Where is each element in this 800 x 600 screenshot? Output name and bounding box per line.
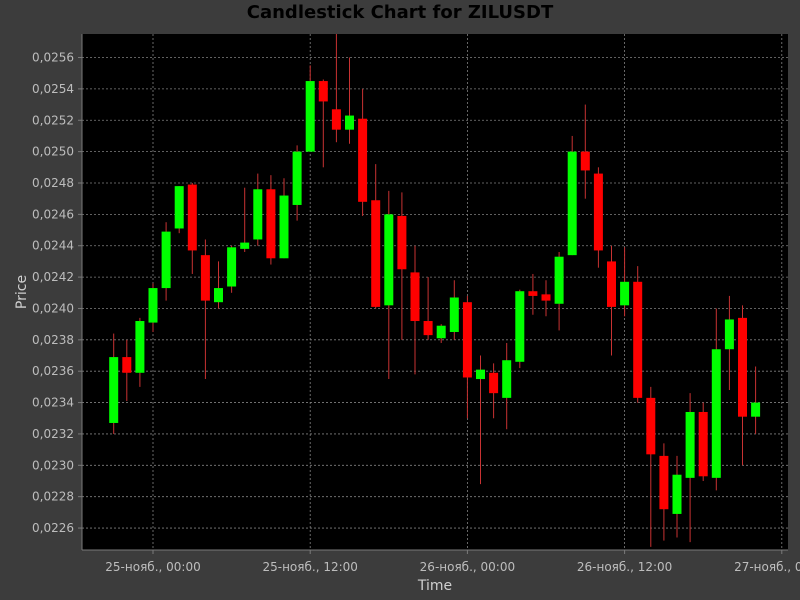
candle-body-up	[109, 357, 119, 423]
y-tick-label: 0,0234	[32, 396, 74, 410]
candle-body-up	[161, 231, 171, 289]
candle-body-down	[607, 261, 616, 307]
x-axis-label: Time	[417, 578, 452, 594]
candle-body-down	[580, 151, 590, 171]
candle-body-down	[646, 397, 656, 455]
candle-body-up	[174, 186, 184, 229]
y-tick-label: 0,0256	[32, 51, 74, 65]
candle-body-up	[253, 189, 263, 240]
candle-body-down	[331, 109, 341, 130]
candle-body-down	[122, 357, 132, 373]
candle-body-down	[528, 291, 538, 296]
candle-body-up	[240, 242, 250, 249]
y-tick-label: 0,0244	[32, 239, 74, 253]
candle-body-up	[751, 402, 761, 417]
y-tick-label: 0,0248	[32, 176, 74, 190]
y-tick-label: 0,0230	[32, 458, 74, 472]
candle-body-down	[462, 302, 472, 378]
candle-body-down	[633, 281, 643, 398]
y-tick-label: 0,0226	[32, 521, 74, 535]
candle-body-up	[554, 256, 564, 304]
x-tick-label: 27-нояб., 00:00	[734, 560, 800, 574]
candle-body-up	[672, 474, 682, 514]
x-tick-label: 25-нояб., 00:00	[105, 560, 200, 574]
y-tick-label: 0,0240	[32, 301, 74, 315]
grid-lines	[82, 34, 788, 550]
candle-body-up	[620, 281, 630, 306]
candle-body-down	[397, 215, 407, 270]
candle-body-down	[593, 173, 603, 251]
candle-body-up	[148, 288, 158, 323]
candle-body-up	[436, 325, 446, 339]
y-tick-label: 0,0238	[32, 333, 74, 347]
candle-body-up	[685, 411, 695, 478]
candle-body-down	[187, 184, 197, 251]
y-tick-labels: 0,0226 0,0228 0,0230 0,0232 0,0234 0,0236 0,02…	[32, 51, 82, 535]
candle-body-down	[659, 455, 669, 510]
candle-body-up	[724, 319, 734, 350]
candle-body-up	[214, 288, 223, 303]
candle-body-up	[515, 291, 525, 362]
candle-body-down	[358, 118, 368, 202]
candle-body-down	[698, 411, 708, 477]
candle-body-up	[279, 195, 289, 259]
candle-body-down	[266, 189, 276, 259]
candle-body-up	[711, 349, 721, 478]
y-tick-label: 0,0254	[32, 82, 74, 96]
candle-body-up	[135, 321, 145, 373]
plot-area	[82, 34, 788, 550]
y-tick-label: 0,0252	[32, 113, 74, 127]
x-tick-label: 26-нояб., 12:00	[577, 560, 672, 574]
y-tick-label: 0,0246	[32, 207, 74, 221]
candle-body-down	[738, 317, 747, 417]
candle-body-down	[489, 372, 499, 394]
chart-title: Candlestick Chart for ZILUSDT	[246, 2, 554, 23]
y-tick-label: 0,0228	[32, 490, 74, 504]
candle-body-up	[449, 297, 459, 332]
y-tick-label: 0,0242	[32, 270, 74, 284]
candles	[109, 34, 761, 547]
candle-body-up	[345, 115, 354, 130]
candle-body-down	[423, 321, 433, 336]
candle-body-up	[305, 81, 315, 152]
candle-body-up	[292, 151, 302, 205]
candle-body-down	[410, 272, 420, 322]
x-tick-label: 26-нояб., 00:00	[420, 560, 515, 574]
y-tick-label: 0,0236	[32, 364, 74, 378]
x-tick-labels: 25-нояб., 00:00 25-нояб., 12:00 26-нояб., …	[105, 550, 800, 574]
candle-body-up	[384, 214, 394, 306]
candle-body-down	[541, 294, 551, 301]
candle-body-down	[200, 255, 210, 301]
x-tick-label: 25-нояб., 12:00	[262, 560, 357, 574]
candle-body-down	[318, 81, 328, 102]
candle-body-up	[502, 360, 512, 398]
y-tick-label: 0,0250	[32, 145, 74, 159]
y-tick-label: 0,0232	[32, 427, 74, 441]
candle-body-up	[567, 151, 577, 256]
candle-body-up	[227, 247, 237, 287]
candle-body-down	[371, 200, 381, 307]
candle-body-up	[476, 369, 485, 380]
y-axis-label: Price	[14, 275, 30, 309]
